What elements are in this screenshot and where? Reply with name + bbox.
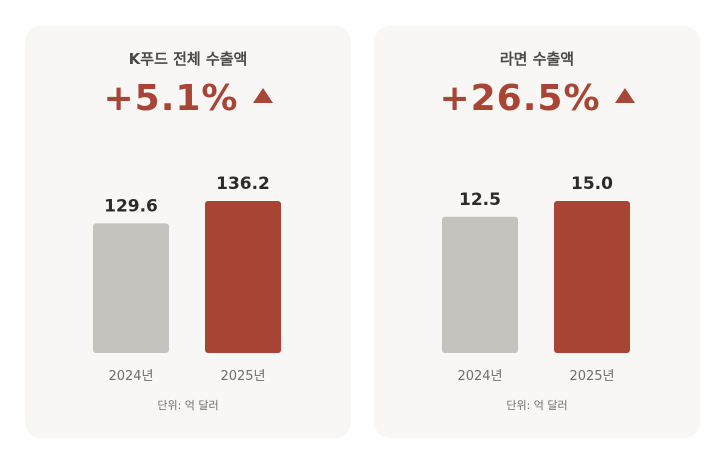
data-label: 12.5 xyxy=(459,190,501,210)
bar-chart: 129.6 2024년 136.2 2025년 xyxy=(93,174,281,384)
unit-label: 단위: 억 달러 xyxy=(506,399,568,412)
bar-2024년 xyxy=(93,223,169,353)
unit-label: 단위: 억 달러 xyxy=(157,399,219,412)
card-title: 라면 수출액 xyxy=(499,50,575,68)
change-value: +26.5% xyxy=(439,78,601,119)
bar-2025년 xyxy=(205,201,281,353)
bar-2024년 xyxy=(442,216,518,353)
bar-chart: 12.5 2024년 15.0 2025년 xyxy=(442,174,630,384)
data-label: 129.6 xyxy=(104,196,158,216)
ramen-export-card: 라면 수출액 +26.5% 12.5 2024년 15.0 2025년 단위: 억 달… xyxy=(374,26,700,438)
card-title: K푸드 전체 수출액 xyxy=(128,50,248,68)
change-indicator: +5.1% xyxy=(25,78,351,119)
category-label: 2025년 xyxy=(220,369,265,384)
category-label: 2025년 xyxy=(569,369,614,384)
change-indicator: +26.5% xyxy=(374,78,700,119)
category-label: 2024년 xyxy=(108,369,153,384)
bar-2025년 xyxy=(554,201,630,353)
triangle-up-icon xyxy=(614,88,635,103)
data-label: 15.0 xyxy=(571,174,613,194)
category-label: 2024년 xyxy=(457,369,502,384)
triangle-up-icon xyxy=(252,88,273,103)
data-label: 136.2 xyxy=(216,174,270,194)
change-value: +5.1% xyxy=(103,78,239,119)
kfood-export-card: K푸드 전체 수출액 +5.1% 129.6 2024년 136.2 2025년 단위… xyxy=(25,26,351,438)
